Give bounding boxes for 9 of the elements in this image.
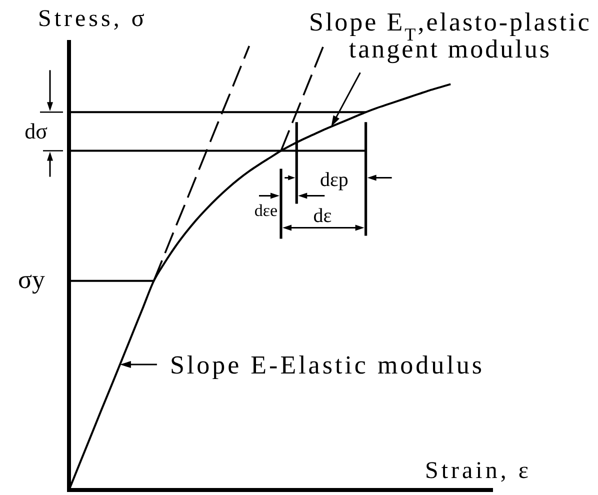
series-label: σy (18, 264, 45, 294)
annotation: dε (313, 204, 332, 227)
y-axis-title: Stress, σ (38, 6, 148, 32)
annotation: dεe (254, 200, 278, 220)
x-axis-title: Strain, ε (425, 458, 532, 484)
annotation: Slope E$_{T}$,elasto-plastic tangent modulus (309, 8, 592, 64)
text: dσ (24, 118, 48, 144)
annotation: Slope E-Elastic modulus (170, 350, 485, 380)
annotation: dεp (320, 168, 348, 191)
